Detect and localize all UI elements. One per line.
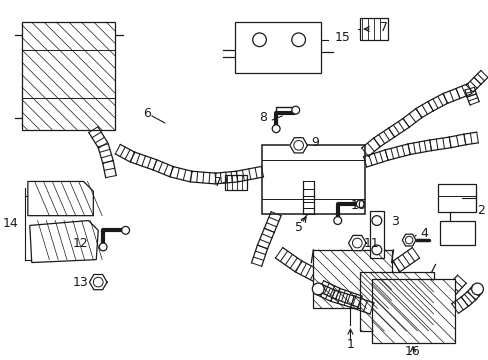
Text: 9: 9 [311, 136, 319, 149]
Circle shape [352, 238, 362, 248]
Circle shape [272, 125, 280, 132]
Circle shape [122, 226, 129, 234]
Polygon shape [402, 234, 415, 246]
Text: 14: 14 [2, 217, 18, 230]
Bar [262, 145, 365, 214]
Bar [360, 272, 433, 331]
Circle shape [371, 245, 381, 255]
Polygon shape [28, 181, 93, 216]
Polygon shape [348, 235, 366, 251]
Polygon shape [30, 221, 98, 262]
Bar [438, 184, 475, 212]
Text: 16: 16 [405, 345, 420, 357]
Bar [440, 221, 474, 245]
Text: 7: 7 [214, 176, 222, 189]
Circle shape [99, 243, 107, 251]
Circle shape [371, 216, 381, 225]
Circle shape [312, 283, 324, 295]
Bar [371, 279, 454, 343]
Bar [369, 211, 383, 258]
Bar [225, 175, 246, 190]
Circle shape [93, 277, 103, 287]
Text: 11: 11 [364, 237, 379, 249]
Text: 4: 4 [420, 227, 428, 240]
Circle shape [471, 283, 483, 295]
Circle shape [405, 236, 412, 244]
Text: 2: 2 [477, 204, 485, 217]
Polygon shape [89, 274, 107, 290]
Bar [313, 250, 391, 309]
Bar [235, 22, 321, 73]
Polygon shape [289, 138, 307, 153]
Circle shape [252, 33, 266, 47]
Text: 12: 12 [73, 237, 88, 249]
Circle shape [356, 200, 364, 208]
Text: 7: 7 [379, 21, 387, 33]
Circle shape [333, 217, 341, 224]
Text: 10: 10 [350, 199, 366, 212]
Text: 13: 13 [73, 276, 88, 289]
Text: 3: 3 [391, 215, 399, 228]
Bar [360, 18, 387, 40]
Text: 5: 5 [294, 221, 302, 234]
Bar [22, 22, 115, 130]
Text: 6: 6 [143, 107, 151, 120]
Text: 8: 8 [259, 112, 267, 125]
Text: 1: 1 [346, 338, 354, 351]
Circle shape [291, 33, 305, 47]
Text: 15: 15 [334, 31, 350, 44]
Circle shape [291, 106, 299, 114]
Circle shape [293, 140, 303, 150]
